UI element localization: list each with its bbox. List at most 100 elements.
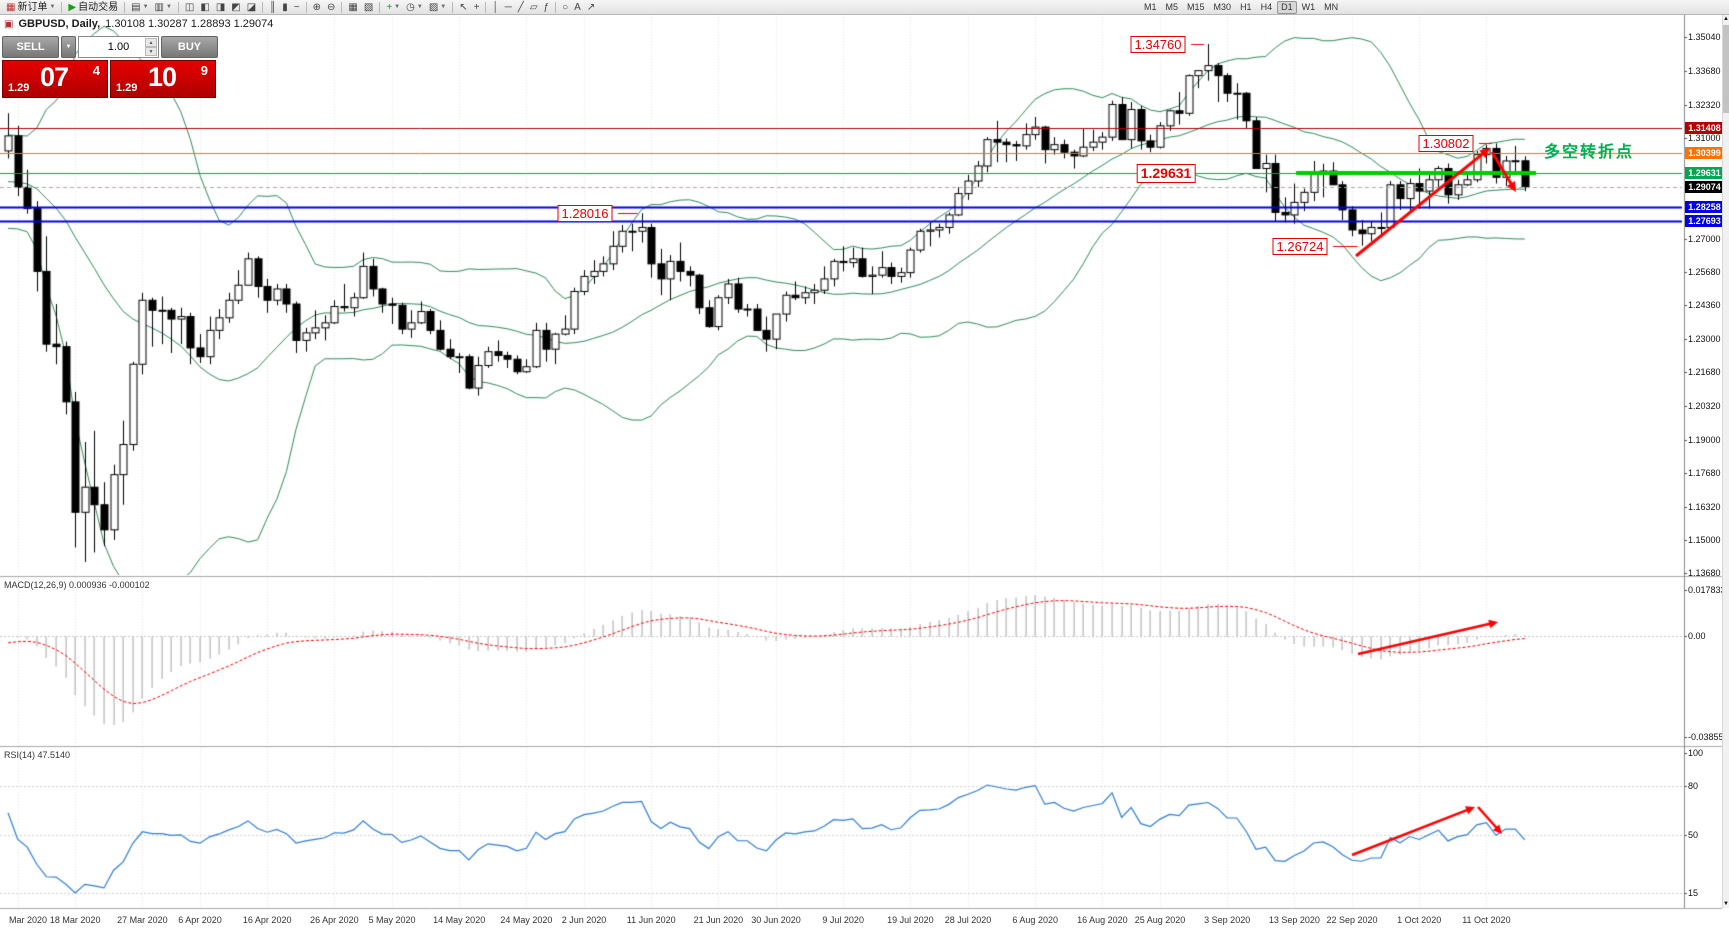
new-chart-icon: ▤ <box>131 1 141 13</box>
text-label-button[interactable]: A <box>571 1 584 14</box>
timeframe-button-W1[interactable]: W1 <box>1301 2 1316 12</box>
chevron-down-icon: ▼ <box>165 4 172 10</box>
toolbar-separator <box>379 1 381 13</box>
cursor-button[interactable]: ↖ <box>456 1 470 14</box>
date-axis-label: 21 Jun 2020 <box>693 915 744 925</box>
timeframe-button-M30[interactable]: M30 <box>1213 2 1232 12</box>
arrows-button[interactable]: ↗ <box>584 1 598 14</box>
buy-price-big: 10 <box>148 62 177 92</box>
channel-button[interactable]: ▱ <box>527 1 541 14</box>
market-watch-button[interactable]: ◫ <box>182 1 197 14</box>
data-window-button[interactable]: ◧ <box>197 1 212 14</box>
crosshair-icon: + <box>473 1 480 13</box>
chart-title: ▣ GBPUSD, Daily, 1.30108 1.30287 1.28893… <box>4 18 273 30</box>
sell-button[interactable]: SELL <box>2 36 59 58</box>
timeframe-group: M1 M5 M15 M30 H1 H4 D1 W1 MN <box>1140 1 1342 14</box>
volume-dropdown-button[interactable]: ▼ <box>61 36 76 58</box>
scroll-down-icon[interactable]: ▼ <box>1723 901 1729 907</box>
cascade-windows-icon: ▧ <box>363 1 374 13</box>
profiles-icon: ▥ <box>154 1 164 13</box>
timeframe-button-M1[interactable]: M1 <box>1144 2 1157 12</box>
trendline-button[interactable]: ╱ <box>515 1 527 14</box>
zoom-in-button[interactable]: ⊕ <box>310 1 324 14</box>
zoom-out-button[interactable]: ⊖ <box>324 1 338 14</box>
new-chart-button[interactable]: ▤ ▼ <box>128 1 151 14</box>
toolbar-separator <box>485 1 487 13</box>
buy-button[interactable]: BUY <box>161 36 218 58</box>
chart-icon: ▣ <box>4 18 14 30</box>
toolbar-separator <box>452 1 454 13</box>
profiles-button[interactable]: ▥ ▼ <box>152 1 175 14</box>
spin-up-icon[interactable]: ▲ <box>145 38 157 47</box>
toolbar-separator <box>262 1 264 13</box>
line-chart-button[interactable]: ~ <box>291 1 303 14</box>
fibonacci-button[interactable]: ƒ <box>541 1 553 14</box>
new-order-button[interactable]: ▦ 新订单 ▼ <box>3 1 58 14</box>
date-axis-label: 11 Oct 2020 <box>1462 915 1511 925</box>
terminal-button[interactable]: ◩ <box>228 1 243 14</box>
text-label-icon: A <box>574 1 581 13</box>
spin-down-icon[interactable]: ▼ <box>145 47 157 56</box>
strategy-tester-button[interactable]: ◪ <box>244 1 259 14</box>
shapes-button[interactable]: ○ <box>559 1 571 14</box>
indicators-button[interactable]: + ▼ <box>383 1 403 14</box>
price-annotation-label[interactable]: 1.28016 <box>557 205 613 223</box>
volume-stepper[interactable]: ▲ ▼ <box>145 38 157 56</box>
price-annotation-label[interactable]: 1.34760 <box>1130 36 1186 54</box>
templates-button[interactable]: ▨ ▼ <box>426 1 449 14</box>
price-annotation-label[interactable]: 1.30802 <box>1418 135 1474 153</box>
shapes-icon: ○ <box>562 1 569 13</box>
navigator-button[interactable]: ◨ <box>213 1 228 14</box>
date-axis-label: 11 Jun 2020 <box>626 915 676 925</box>
cursor-icon: ↖ <box>459 1 468 13</box>
price-annotation-label[interactable]: 1.29631 <box>1136 163 1196 183</box>
sell-price-box[interactable]: 1.29 07 4 <box>2 60 108 98</box>
volume-input[interactable]: 1.00 ▲ ▼ <box>78 36 159 58</box>
toolbar: ▦ 新订单 ▼ ▶ 自动交易 ▤ ▼ ▥ ▼ ◫ ◧ ◨ ◩ ◪ ║ ▮ ~ ⊕ ⊖ ▦ ▧ + ▼ ◷ ▼ ▨ ▼ ↖ + │ ─ ╱ ▱ ƒ ○… <box>0 0 1729 15</box>
tile-windows-button[interactable]: ▦ <box>345 1 360 14</box>
timeframe-button-M15[interactable]: M15 <box>1187 2 1205 12</box>
timeframe-button-H1[interactable]: H1 <box>1240 2 1252 12</box>
sell-price-prefix: 1.29 <box>8 82 30 94</box>
bar-chart-button[interactable]: ║ <box>266 1 279 14</box>
toolbar-separator <box>341 1 343 13</box>
cascade-windows-button[interactable]: ▧ <box>361 1 376 14</box>
price-annotation-label[interactable]: 1.26724 <box>1272 237 1328 255</box>
timeframe-button-H4[interactable]: H4 <box>1260 2 1273 12</box>
bull-bear-turning-point-note[interactable]: 多空转折点 <box>1544 144 1635 161</box>
autotrading-icon: ▶ <box>68 1 77 13</box>
timeframe-button-MN[interactable]: MN <box>1324 2 1339 12</box>
date-axis-label: 30 Jun 2020 <box>751 915 801 925</box>
rsi-tick-label: 80 <box>1688 780 1699 791</box>
date-axis-label: 13 Sep 2020 <box>1268 915 1320 925</box>
fibonacci-icon: ƒ <box>543 1 550 13</box>
autotrading-button[interactable]: ▶ 自动交易 <box>65 1 121 14</box>
buy-price-box[interactable]: 1.29 10 9 <box>110 60 216 98</box>
crosshair-button[interactable]: + <box>471 1 483 14</box>
scrollbar-thumb[interactable] <box>1723 25 1729 113</box>
new-order-button-label: 新订单 <box>17 1 48 13</box>
horizontal-line-button[interactable]: ─ <box>502 1 515 14</box>
periods-button[interactable]: ◷ ▼ <box>403 1 426 14</box>
chart-ohlc-values: 1.30108 1.30287 1.28893 1.29074 <box>105 18 274 30</box>
candlestick-chart-button[interactable]: ▮ <box>279 1 291 14</box>
strategy-tester-icon: ◪ <box>246 1 257 13</box>
price-tick-label: 1.32320 <box>1688 100 1721 111</box>
price-tick-label: 1.13680 <box>1688 568 1721 579</box>
vertical-line-button[interactable]: │ <box>489 1 501 14</box>
timeframe-button-D1[interactable]: D1 <box>1277 1 1297 14</box>
date-axis-label: 25 Aug 2020 <box>1134 915 1186 925</box>
toolbar-separator <box>305 1 307 13</box>
price-tick-label: 1.27000 <box>1688 233 1721 244</box>
price-line-badge: 1.28258 <box>1685 201 1724 214</box>
date-axis-label: 24 May 2020 <box>500 915 553 925</box>
price-tick-label: 1.16320 <box>1688 501 1721 512</box>
price-line-badge: 1.30399 <box>1685 147 1724 160</box>
chevron-down-icon: ▼ <box>49 4 56 10</box>
scroll-up-icon[interactable]: ▲ <box>1723 16 1729 22</box>
trendline-icon: ╱ <box>517 1 524 13</box>
timeframe-button-M5[interactable]: M5 <box>1165 2 1179 12</box>
vertical-scrollbar[interactable]: ▲ ▼ <box>1722 15 1729 908</box>
price-tick-label: 1.19000 <box>1688 434 1721 445</box>
